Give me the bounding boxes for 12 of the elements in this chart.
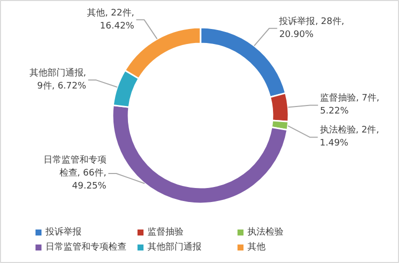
data-label: 其他, 22件, 16.42% bbox=[87, 7, 135, 32]
legend-label: 日常监管和专项检查 bbox=[46, 242, 126, 252]
data-label: 投诉举报, 28件, 20.90% bbox=[278, 16, 344, 40]
legend-label: 投诉举报 bbox=[44, 226, 82, 238]
data-label: 执法检验, 2件, 1.49% bbox=[320, 124, 380, 149]
data-label: 监督抽验, 7件, 5.22% bbox=[320, 92, 380, 117]
data-label: 日常监管和专项检查, 66件, 49.25% bbox=[43, 154, 107, 192]
legend-label: 执法检验 bbox=[248, 226, 284, 238]
legend-label: 监督抽验 bbox=[148, 226, 184, 238]
legend-label: 其他 bbox=[248, 242, 266, 252]
data-label: 其他部门通报, 9件, 6.72% bbox=[29, 68, 87, 92]
legend-label: 其他部门通报 bbox=[148, 242, 202, 252]
